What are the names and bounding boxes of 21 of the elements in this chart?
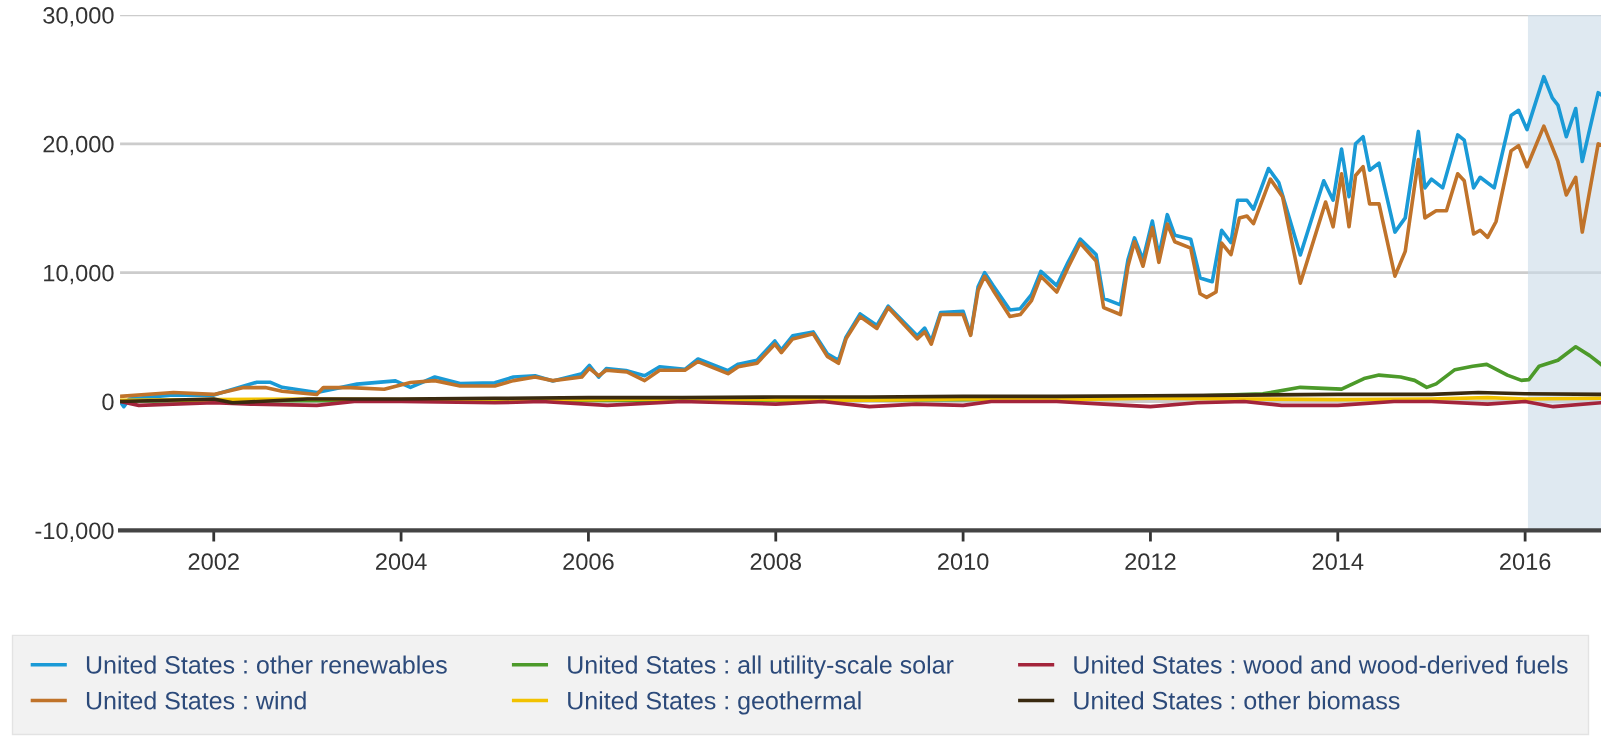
y-tick-label: -10,000 [35, 522, 114, 542]
y-tick-label: 10,000 [44, 264, 114, 285]
line-series [120, 390, 1601, 405]
legend-label: United States : wood and wood-derived fuels [1074, 655, 1568, 674]
legend-label: United States : geothermal [568, 691, 861, 715]
y-tick-label: 30,000 [43, 7, 114, 27]
x-tick-label: 2016 [1500, 553, 1551, 570]
legend-label: United States : other biomass [1074, 691, 1400, 710]
x-tick-label: 2004 [376, 553, 427, 570]
y-tick-label: 20,000 [43, 135, 114, 156]
x-tick-label: 2002 [188, 553, 239, 570]
legend-label: United States : other renewables [86, 655, 447, 674]
x-tick-label: 2008 [750, 553, 801, 570]
y-tick-label: 0 [102, 393, 114, 411]
x-tick-label: 2012 [1125, 553, 1176, 570]
x-tick-label: 2010 [938, 553, 989, 570]
legend-label: United States : wind [86, 691, 306, 710]
line-series [120, 124, 1601, 399]
x-tick-label: 2014 [1312, 553, 1364, 570]
x-tick-label: 2006 [563, 553, 614, 570]
legend-label: United States : all utility-scale solar [568, 655, 954, 679]
